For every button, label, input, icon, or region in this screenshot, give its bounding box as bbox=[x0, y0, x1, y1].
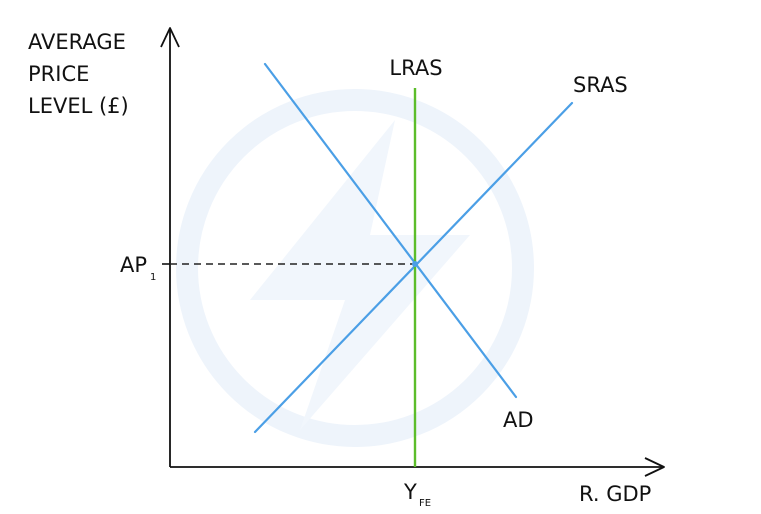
equilibrium-point bbox=[412, 261, 418, 267]
price-label: AP bbox=[120, 253, 147, 277]
ad-curve bbox=[263, 62, 518, 399]
output-label: Y bbox=[403, 480, 417, 504]
y-axis-label-line-3: LEVEL (£) bbox=[28, 94, 129, 118]
ad-label: AD bbox=[503, 408, 534, 432]
watermark-logo bbox=[176, 89, 534, 447]
y-axis-arrow-icon bbox=[160, 27, 180, 48]
sras-label: SRAS bbox=[573, 73, 628, 97]
output-label-subscript: FE bbox=[419, 498, 431, 509]
price-label-subscript: 1 bbox=[150, 272, 156, 283]
x-axis-label: R. GDP bbox=[579, 482, 651, 506]
sras-curve bbox=[253, 101, 574, 434]
x-axis-arrow-icon bbox=[644, 457, 665, 477]
lras-label: LRAS bbox=[389, 56, 442, 80]
y-axis-label-line-2: PRICE bbox=[28, 62, 89, 86]
y-axis-label-line-1: AVERAGE bbox=[28, 30, 126, 54]
